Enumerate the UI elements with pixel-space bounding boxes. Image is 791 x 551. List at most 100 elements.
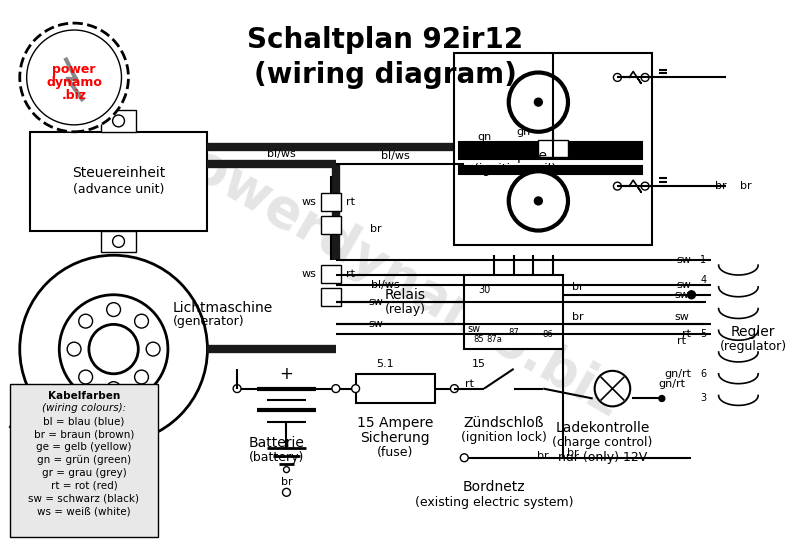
Text: sw: sw bbox=[467, 325, 481, 334]
Bar bbox=[100, 230, 136, 252]
Bar bbox=[321, 193, 341, 211]
Text: nur (only) 12V: nur (only) 12V bbox=[558, 451, 647, 464]
Circle shape bbox=[595, 371, 630, 407]
Text: br = braun (brown): br = braun (brown) bbox=[34, 429, 134, 439]
Circle shape bbox=[233, 385, 241, 392]
Bar bbox=[321, 265, 341, 283]
Text: gn/rt: gn/rt bbox=[664, 369, 691, 379]
Circle shape bbox=[450, 385, 458, 392]
Text: sw: sw bbox=[676, 255, 691, 265]
Text: 85: 85 bbox=[474, 334, 484, 344]
Circle shape bbox=[20, 23, 128, 132]
Bar bbox=[460, 166, 642, 174]
Circle shape bbox=[134, 370, 149, 384]
Text: (existing electric system): (existing electric system) bbox=[414, 496, 573, 509]
Text: (battery): (battery) bbox=[249, 451, 305, 464]
Text: gn: gn bbox=[517, 127, 531, 137]
Bar bbox=[454, 53, 652, 245]
Bar bbox=[321, 216, 341, 234]
Text: br: br bbox=[567, 448, 579, 458]
Text: (ignition coil): (ignition coil) bbox=[474, 163, 556, 176]
Text: 87a: 87a bbox=[486, 334, 501, 344]
Text: gn: gn bbox=[477, 132, 491, 142]
Text: dynamo: dynamo bbox=[46, 76, 102, 89]
Text: bl/ws: bl/ws bbox=[267, 149, 296, 159]
Text: ws: ws bbox=[301, 269, 316, 279]
Text: sw: sw bbox=[368, 320, 383, 329]
Circle shape bbox=[107, 382, 120, 396]
Text: powerdynamo.biz: powerdynamo.biz bbox=[149, 121, 631, 429]
Text: +: + bbox=[279, 365, 293, 383]
Circle shape bbox=[79, 314, 93, 328]
Circle shape bbox=[146, 342, 160, 356]
Text: 4: 4 bbox=[700, 275, 706, 285]
Text: ge = gelb (yellow): ge = gelb (yellow) bbox=[36, 442, 132, 452]
Text: 15 Ampere: 15 Ampere bbox=[357, 416, 433, 430]
Circle shape bbox=[659, 396, 664, 402]
Text: 5.1: 5.1 bbox=[377, 359, 394, 369]
Text: Zündschloß: Zündschloß bbox=[464, 416, 544, 430]
Bar bbox=[460, 142, 642, 159]
Circle shape bbox=[535, 197, 543, 205]
Text: br: br bbox=[572, 312, 584, 322]
Text: rt = rot (red): rt = rot (red) bbox=[51, 480, 117, 490]
Circle shape bbox=[332, 385, 340, 392]
Text: 30: 30 bbox=[478, 285, 490, 295]
Bar bbox=[29, 132, 207, 230]
Circle shape bbox=[283, 467, 290, 473]
Text: bl/ws: bl/ws bbox=[371, 280, 399, 290]
Text: Batterie: Batterie bbox=[248, 436, 305, 450]
Text: 5: 5 bbox=[700, 329, 706, 339]
Text: Ladekontrolle: Ladekontrolle bbox=[555, 421, 649, 435]
Text: (relay): (relay) bbox=[384, 303, 426, 316]
Circle shape bbox=[687, 291, 695, 299]
Text: .biz: .biz bbox=[62, 89, 86, 102]
Text: bl = blau (blue): bl = blau (blue) bbox=[44, 416, 125, 426]
Bar bbox=[321, 288, 341, 306]
Text: br: br bbox=[740, 181, 751, 191]
Text: Regler: Regler bbox=[731, 325, 775, 339]
Text: Kabelfarben: Kabelfarben bbox=[47, 391, 120, 401]
Text: rt: rt bbox=[346, 197, 354, 207]
Text: br: br bbox=[369, 224, 381, 234]
Text: (regulator): (regulator) bbox=[720, 340, 787, 353]
Text: br: br bbox=[281, 478, 293, 488]
Circle shape bbox=[614, 73, 622, 82]
Circle shape bbox=[112, 115, 124, 127]
Circle shape bbox=[79, 370, 93, 384]
Text: Bordnetz: Bordnetz bbox=[463, 480, 525, 494]
Circle shape bbox=[27, 30, 122, 125]
Circle shape bbox=[67, 342, 81, 356]
Circle shape bbox=[59, 295, 168, 403]
Text: (generator): (generator) bbox=[173, 315, 244, 328]
Text: gn = grün (green): gn = grün (green) bbox=[37, 455, 131, 464]
Text: (charge control): (charge control) bbox=[552, 436, 653, 450]
Text: rt: rt bbox=[683, 329, 691, 339]
Text: power: power bbox=[52, 63, 96, 76]
Text: sw: sw bbox=[674, 312, 689, 322]
Text: 1: 1 bbox=[700, 255, 706, 265]
Text: rt: rt bbox=[464, 379, 474, 388]
Text: 87: 87 bbox=[509, 328, 519, 337]
Text: 15: 15 bbox=[472, 359, 486, 369]
Text: ws = weiß (white): ws = weiß (white) bbox=[37, 506, 131, 516]
Circle shape bbox=[112, 235, 124, 247]
Text: (advance unit): (advance unit) bbox=[73, 182, 165, 196]
Text: ws: ws bbox=[301, 197, 316, 207]
Text: sw: sw bbox=[368, 296, 383, 307]
Circle shape bbox=[89, 325, 138, 374]
Circle shape bbox=[282, 488, 290, 496]
Text: sw: sw bbox=[674, 290, 689, 300]
Text: br: br bbox=[715, 181, 727, 191]
Text: rt: rt bbox=[346, 269, 354, 279]
Text: Zündspule: Zündspule bbox=[474, 149, 547, 164]
Text: 3: 3 bbox=[700, 393, 706, 403]
Text: br: br bbox=[538, 451, 549, 461]
Text: (fuse): (fuse) bbox=[377, 446, 414, 460]
Text: Steuereinheit: Steuereinheit bbox=[72, 166, 165, 180]
Bar bbox=[100, 110, 136, 132]
Text: 6: 6 bbox=[700, 369, 706, 379]
Bar bbox=[9, 383, 158, 537]
Circle shape bbox=[509, 171, 568, 230]
Circle shape bbox=[641, 73, 649, 82]
